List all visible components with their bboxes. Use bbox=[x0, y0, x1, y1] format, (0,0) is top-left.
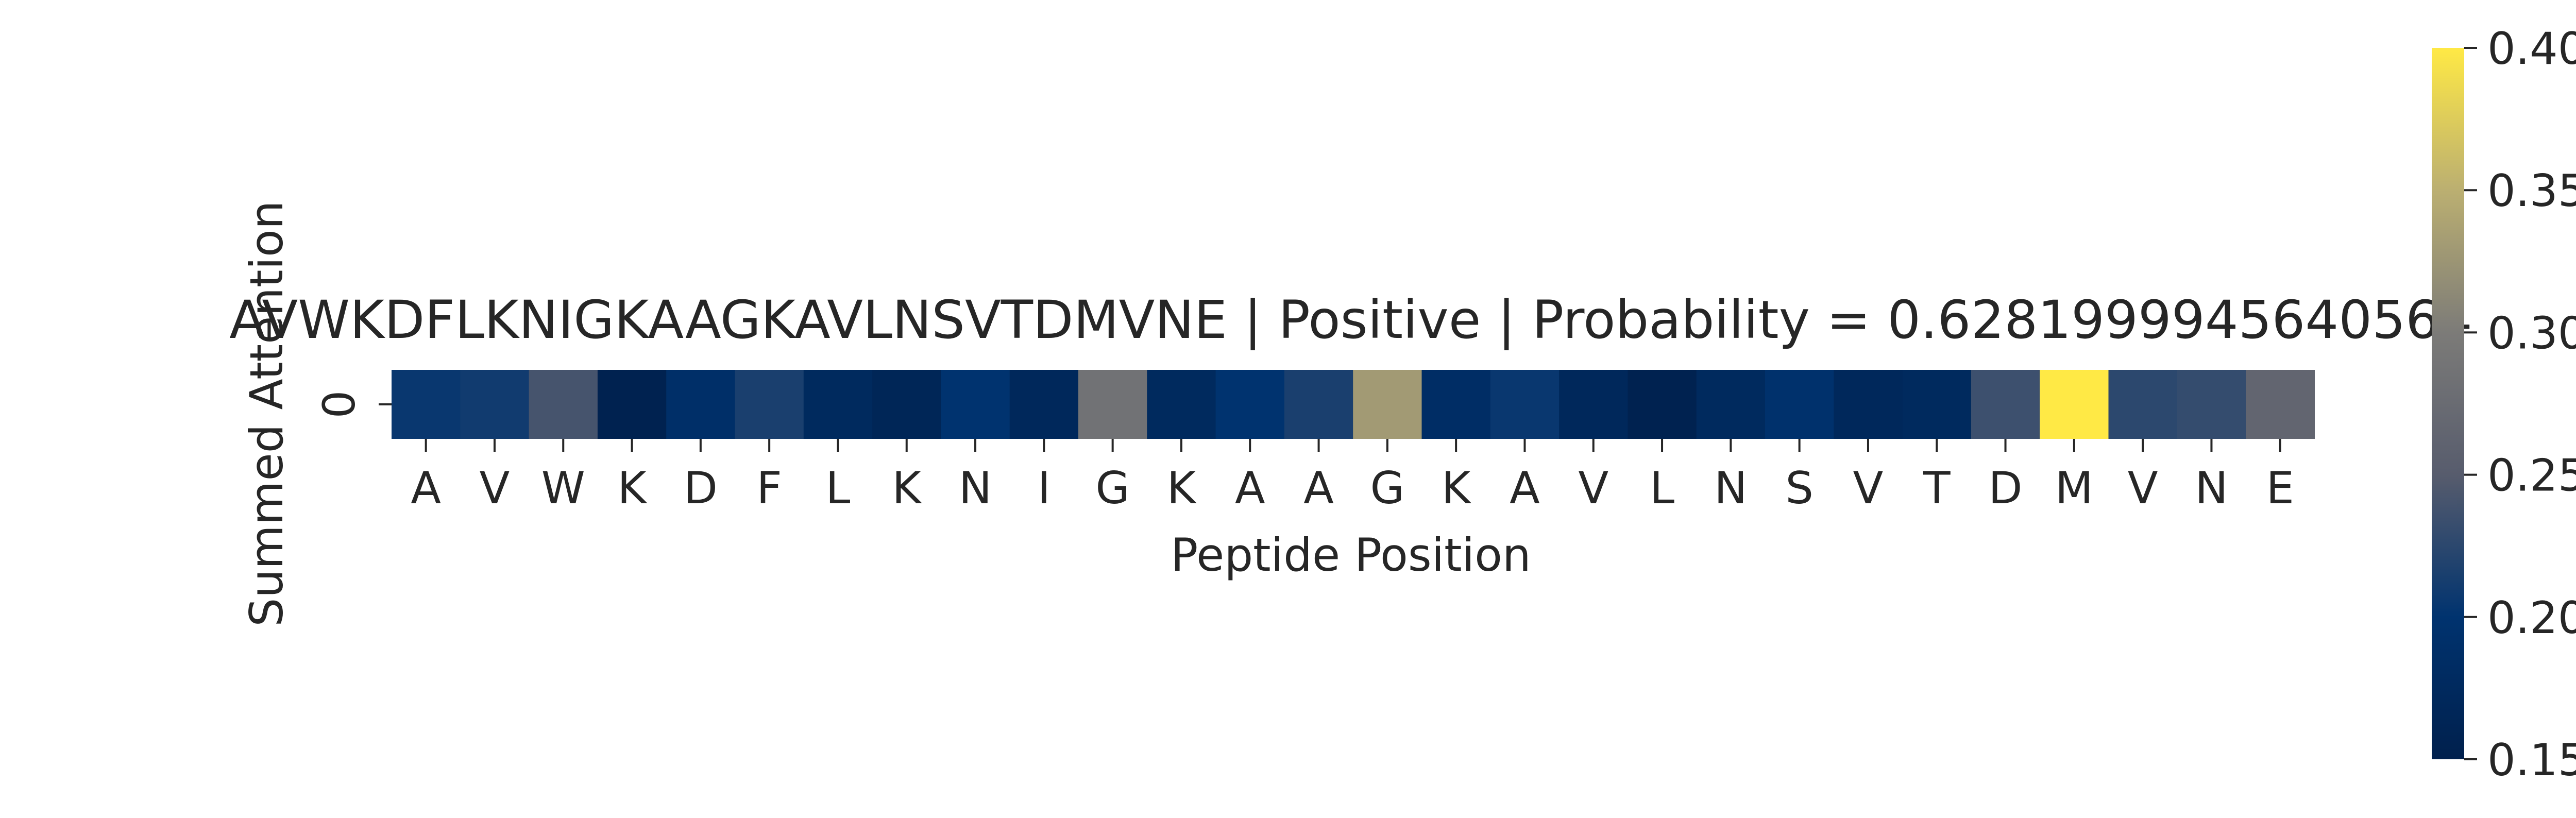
y-tick-labels: 0 bbox=[314, 390, 392, 419]
colorbar-tick-label: 0.15 bbox=[2487, 735, 2576, 786]
x-tick-label: D bbox=[684, 463, 718, 514]
heatmap-cell bbox=[803, 370, 873, 439]
heatmap-cell bbox=[872, 370, 941, 439]
x-tick-label: A bbox=[1510, 463, 1540, 514]
heatmap-cell bbox=[2040, 370, 2109, 439]
y-tick-label: 0 bbox=[314, 390, 365, 419]
x-tick-label: N bbox=[2195, 463, 2228, 514]
x-tick-label: S bbox=[1785, 463, 1814, 514]
x-tick-label: L bbox=[1650, 463, 1674, 514]
x-tick-label: N bbox=[959, 463, 992, 514]
colorbar: 0.15 0.20 0.25 0.30 0.35 0.40 bbox=[2432, 23, 2576, 786]
heatmap-cell bbox=[1628, 370, 1697, 439]
colorbar-tick-label: 0.20 bbox=[2487, 592, 2576, 644]
chart-title: AVWKDFLKNIGKAAGKAVLNSVTDMVNE | Positive … bbox=[229, 289, 2472, 351]
heatmap-cell bbox=[1284, 370, 1353, 439]
x-tick-label: D bbox=[1988, 463, 2022, 514]
x-tick-label: K bbox=[617, 463, 648, 514]
x-tick-label: K bbox=[892, 463, 923, 514]
x-tick-label: A bbox=[411, 463, 441, 514]
heatmap-cell bbox=[1147, 370, 1216, 439]
x-tick-label: V bbox=[2128, 463, 2158, 514]
colorbar-tick-label: 0.35 bbox=[2487, 165, 2576, 217]
heatmap-cell bbox=[392, 370, 461, 439]
heatmap-cell bbox=[2246, 370, 2315, 439]
heatmap-cell bbox=[1559, 370, 1628, 439]
heatmap-cell bbox=[1696, 370, 1766, 439]
heatmap-cell bbox=[597, 370, 667, 439]
x-tick-label: K bbox=[1167, 463, 1197, 514]
x-tick-label: V bbox=[1578, 463, 1608, 514]
x-tick-label: G bbox=[1370, 463, 1405, 514]
heatmap-cell bbox=[2108, 370, 2178, 439]
x-tick-label: L bbox=[825, 463, 850, 514]
colorbar-tick-label: 0.25 bbox=[2487, 450, 2576, 502]
heatmap-cell bbox=[460, 370, 530, 439]
x-tick-label: T bbox=[1923, 463, 1951, 514]
x-tick-label: M bbox=[2055, 463, 2093, 514]
heatmap-cell bbox=[1421, 370, 1491, 439]
heatmap-cell bbox=[1765, 370, 1834, 439]
heatmap-cell bbox=[529, 370, 598, 439]
heatmap-cell bbox=[1078, 370, 1147, 439]
heatmap-cell bbox=[1490, 370, 1560, 439]
x-tick-label: K bbox=[1442, 463, 1472, 514]
heatmap-cell bbox=[1215, 370, 1285, 439]
heatmap-cell bbox=[1009, 370, 1079, 439]
x-tick-label: N bbox=[1714, 463, 1747, 514]
heatmap-cell bbox=[735, 370, 804, 439]
heatmap-cell bbox=[666, 370, 736, 439]
heatmap-cell bbox=[941, 370, 1010, 439]
x-tick-label: A bbox=[1303, 463, 1334, 514]
y-axis-label: Summed Attention bbox=[240, 200, 293, 626]
x-tick-label: G bbox=[1095, 463, 1130, 514]
heatmap-cell bbox=[1834, 370, 1903, 439]
x-tick-label: V bbox=[480, 463, 510, 514]
heatmap-cell bbox=[1902, 370, 1972, 439]
heatmap-cell bbox=[1353, 370, 1422, 439]
colorbar-tick-label: 0.30 bbox=[2487, 308, 2576, 359]
x-tick-label: F bbox=[756, 463, 782, 514]
colorbar-gradient bbox=[2432, 48, 2464, 759]
x-tick-label: E bbox=[2266, 463, 2294, 514]
x-axis-label: Peptide Position bbox=[1171, 529, 1531, 582]
heatmap-cell bbox=[2177, 370, 2246, 439]
colorbar-ticks: 0.15 0.20 0.25 0.30 0.35 0.40 bbox=[2464, 23, 2576, 786]
x-tick-label: W bbox=[541, 463, 585, 514]
x-tick-label: I bbox=[1038, 463, 1050, 514]
x-tick-label: V bbox=[1853, 463, 1884, 514]
heatmap-cell bbox=[1971, 370, 2040, 439]
colorbar-tick-label: 0.40 bbox=[2487, 23, 2576, 75]
x-tick-label: A bbox=[1235, 463, 1265, 514]
heatmap-cells bbox=[392, 370, 2315, 439]
